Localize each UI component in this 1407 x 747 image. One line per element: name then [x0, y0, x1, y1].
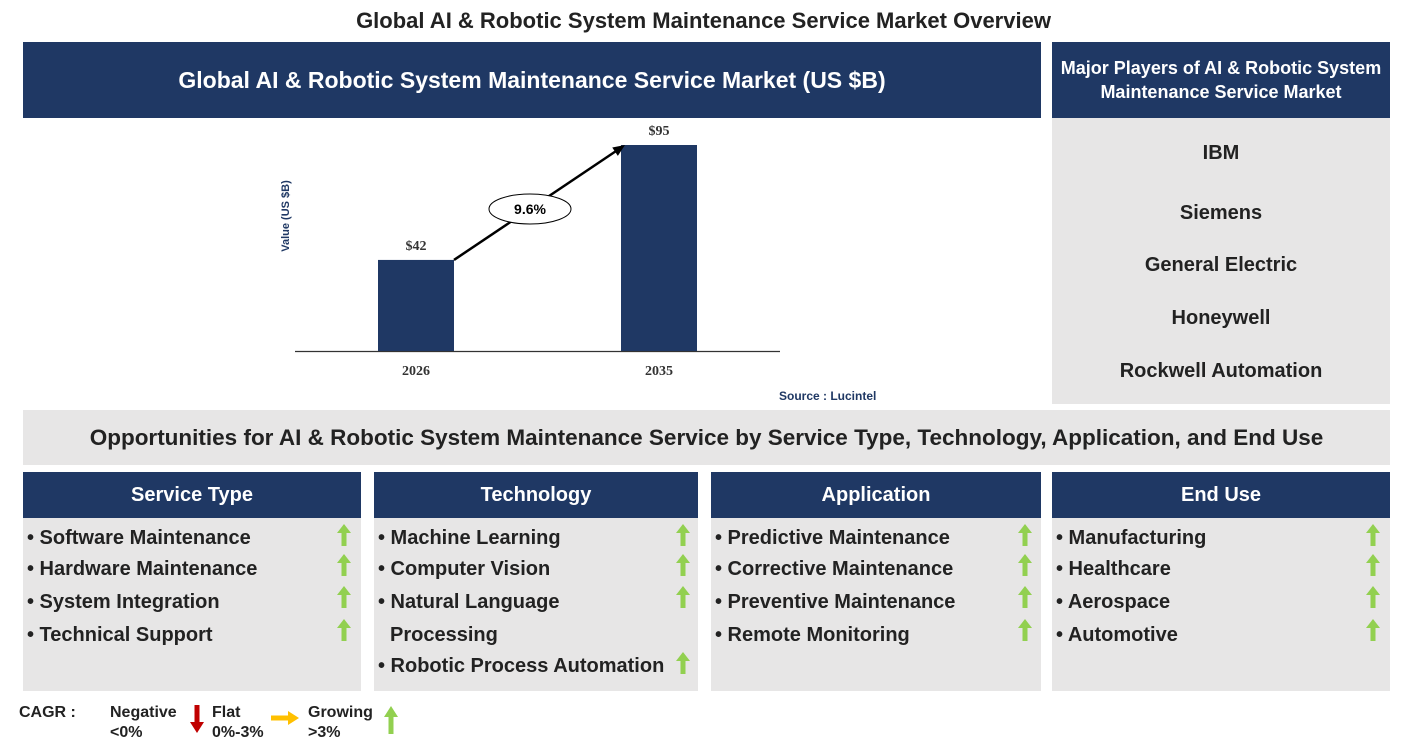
growing-arrow-icon: [1018, 524, 1032, 546]
end-use-panel: • Manufacturing • Healthcare • Aerospace…: [1052, 518, 1390, 691]
growing-arrow-icon: [676, 586, 690, 608]
opportunities-banner: Opportunities for AI & Robotic System Ma…: [23, 410, 1390, 465]
application-header: Application: [711, 472, 1041, 518]
end-use-header: End Use: [1052, 472, 1390, 518]
legend-flat: Flat 0%-3%: [212, 703, 264, 743]
growing-arrow-icon: [1366, 524, 1380, 546]
list-item: • Aerospace: [1056, 591, 1171, 613]
technology-header: Technology: [374, 472, 698, 518]
growing-arrow-icon: [1018, 586, 1032, 608]
list-item: • Corrective Maintenance: [715, 558, 954, 580]
list-item: • Healthcare: [1056, 558, 1171, 580]
list-item: • Automotive: [1056, 624, 1178, 646]
list-item: • Natural Language: [378, 591, 560, 613]
technology-panel: • Machine Learning • Computer Vision • N…: [374, 518, 698, 691]
legend-flat-label: Flat: [212, 704, 241, 721]
bar-2026: [378, 259, 454, 351]
cagr-arrow-head: [612, 145, 625, 156]
players-header: Major Players of AI & Robotic System Mai…: [1052, 42, 1390, 118]
application-panel: • Predictive Maintenance • Corrective Ma…: [711, 518, 1041, 691]
player-siemens: Siemens: [1179, 202, 1263, 224]
page-title: Global AI & Robotic System Maintenance S…: [356, 8, 1051, 33]
growing-arrow-icon: [337, 619, 351, 641]
growing-arrow-icon: [337, 524, 351, 546]
list-item: • Preventive Maintenance: [715, 591, 956, 613]
list-item: • Computer Vision: [378, 558, 551, 580]
service-type-panel: • Software Maintenance • Hardware Mainte…: [23, 518, 361, 691]
legend-flat-range: 0%-3%: [212, 724, 264, 741]
value-label-2035: $95: [649, 124, 670, 139]
legend-growing: Growing >3%: [308, 703, 373, 743]
legend-negative: Negative <0%: [110, 703, 177, 743]
legend-label: CAGR :: [19, 704, 76, 721]
chart-header: Global AI & Robotic System Maintenance S…: [23, 42, 1041, 118]
cagr-label: 9.6%: [514, 201, 546, 217]
growing-arrow-icon: [1366, 586, 1380, 608]
legend-negative-label: Negative: [110, 704, 177, 721]
bar-2035: [621, 145, 697, 351]
list-item: • System Integration: [27, 591, 220, 613]
list-item: • Hardware Maintenance: [27, 558, 258, 580]
list-item-continuation: Processing: [390, 624, 498, 646]
list-item: • Software Maintenance: [27, 527, 251, 549]
growing-arrow-icon: [676, 524, 690, 546]
growing-arrow-icon: [676, 554, 690, 576]
player-general-electric: General Electric: [1144, 254, 1298, 276]
green-up-arrow-icon: [384, 706, 398, 734]
legend-negative-range: <0%: [110, 724, 143, 741]
list-item: • Machine Learning: [378, 527, 561, 549]
category-label-2035: 2035: [645, 364, 673, 379]
player-ibm: IBM: [1202, 142, 1240, 164]
chart-source: Source : Lucintel: [779, 389, 877, 403]
growing-arrow-icon: [337, 586, 351, 608]
y-axis-label: Value (US $B): [280, 180, 292, 252]
growing-arrow-icon: [1366, 554, 1380, 576]
value-label-2026: $42: [406, 239, 427, 254]
legend-growing-label: Growing: [308, 704, 373, 721]
list-item: • Remote Monitoring: [715, 624, 910, 646]
players-panel: IBM Siemens General Electric Honeywell R…: [1052, 118, 1390, 404]
growing-arrow-icon: [1018, 619, 1032, 641]
player-rockwell-automation: Rockwell Automation: [1119, 360, 1323, 382]
list-item: • Manufacturing: [1056, 527, 1207, 549]
red-down-arrow-icon: [190, 705, 204, 733]
legend-growing-range: >3%: [308, 724, 341, 741]
list-item: • Technical Support: [27, 624, 213, 646]
growing-arrow-icon: [337, 554, 351, 576]
growing-arrow-icon: [676, 652, 690, 674]
growing-arrow-icon: [1366, 619, 1380, 641]
service-type-header: Service Type: [23, 472, 361, 518]
growing-arrow-icon: [1018, 554, 1032, 576]
list-item: • Robotic Process Automation: [378, 655, 665, 677]
yellow-right-arrow-icon: [271, 711, 299, 725]
list-item: • Predictive Maintenance: [715, 527, 950, 549]
player-honeywell: Honeywell: [1171, 307, 1271, 329]
category-label-2026: 2026: [402, 364, 430, 379]
cagr-ellipse: [488, 193, 572, 225]
